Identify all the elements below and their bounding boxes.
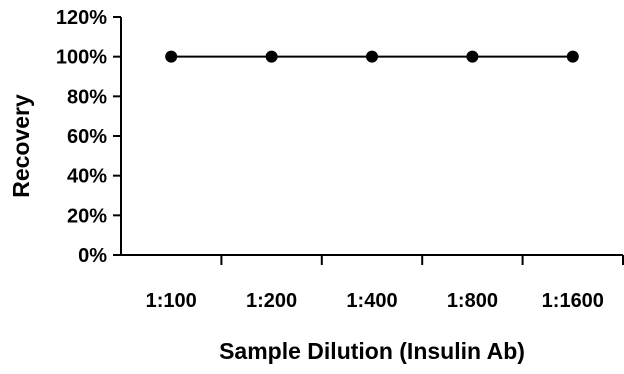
data-point xyxy=(165,50,178,63)
y-tick-label: 120% xyxy=(56,7,107,29)
x-axis-title: Sample Dilution (Insulin Ab) xyxy=(219,338,525,364)
x-tick-label: 1:400 xyxy=(346,290,397,312)
data-point xyxy=(566,50,579,63)
y-tick-labels: 0% 20% 40% 60% 80% 100% 120% xyxy=(56,7,107,267)
x-tick-label: 1:800 xyxy=(447,290,498,312)
y-tick-label: 40% xyxy=(67,166,107,188)
y-tick-label: 100% xyxy=(56,47,107,69)
series-layer xyxy=(165,50,579,63)
y-tick-label: 20% xyxy=(67,205,107,227)
x-tick-label: 1:1600 xyxy=(542,290,604,312)
y-axis-title: Recovery xyxy=(8,94,34,198)
data-point xyxy=(466,50,479,63)
y-tick-label: 80% xyxy=(67,86,107,108)
axes-layer xyxy=(113,16,624,265)
y-tick-label: 0% xyxy=(78,245,107,267)
data-point xyxy=(366,50,378,63)
y-tick-label: 60% xyxy=(67,126,107,148)
data-point xyxy=(265,50,278,63)
x-tick-label: 1:200 xyxy=(246,290,297,312)
x-tick-labels: 1:100 1:200 1:400 1:800 1:1600 xyxy=(146,290,604,312)
x-tick-label: 1:100 xyxy=(146,290,197,312)
